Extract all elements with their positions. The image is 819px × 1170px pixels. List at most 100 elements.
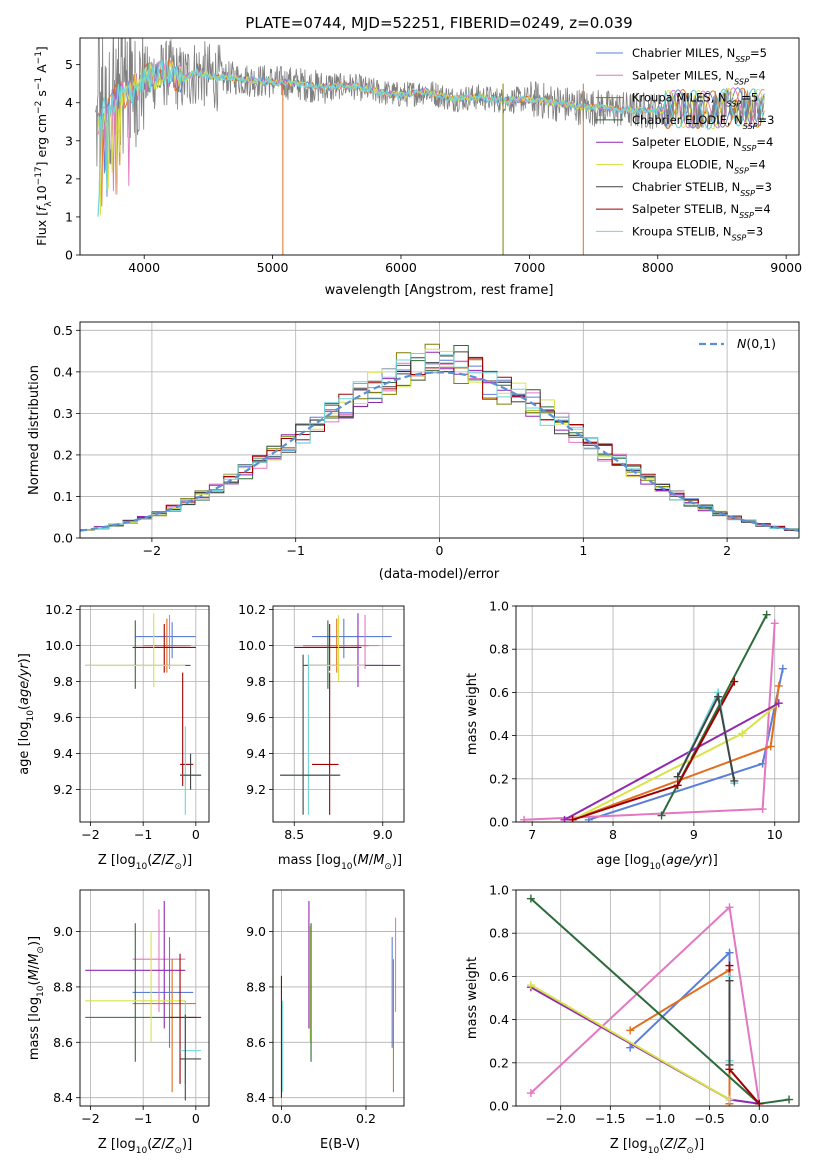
y-tick-label: 9.6 [246, 710, 266, 725]
x-tick-label: 7 [528, 827, 536, 842]
plot-area [520, 610, 787, 822]
label-part: Z [151, 853, 162, 868]
legend: N(0,1) [699, 336, 776, 351]
chart-mass_vs_ebv: 0.0 0.2 8.4 8.6 8.8 9.0 E(B-V) [246, 889, 405, 1152]
y-tick-label: 8.6 [246, 1035, 266, 1050]
label-part: / [369, 853, 374, 868]
legend-text: Salpeter STELIB, N [632, 202, 739, 216]
x-tick-label: 1 [579, 543, 587, 558]
label-part: Flux [ [34, 211, 49, 246]
weight-point [770, 619, 779, 628]
weight-line-kroupa_elodie [530, 984, 730, 1101]
x-tick-label: 2 [723, 543, 731, 558]
x-axis-label: (data-model)/error [379, 567, 500, 582]
y-tick-label: 0.6 [489, 969, 509, 984]
weight-point [785, 1095, 794, 1104]
x-tick-label: 0.0 [272, 1111, 292, 1126]
label-part: ⊙ [384, 862, 392, 872]
weight-point [725, 948, 734, 957]
label-part: 10 [34, 185, 49, 201]
y-tick-label: 10.2 [45, 602, 73, 617]
legend-text: Kroupa STELIB, N [632, 224, 732, 238]
label-part: Z [165, 1137, 176, 1152]
legend-text: Salpeter ELODIE, N [632, 135, 742, 149]
label-part: ( [147, 853, 152, 868]
label-part: ( [353, 853, 358, 868]
weight-point [560, 815, 569, 822]
label-part: mass [log [27, 997, 42, 1060]
legend-n: =4 [749, 68, 766, 82]
legend-entry: N(0,1) [737, 336, 776, 351]
y-tick-label: 9.2 [246, 782, 266, 797]
legend-sub: SSP [727, 99, 742, 108]
x-tick-label: −2.0 [546, 1111, 576, 1126]
weight-point [626, 1043, 635, 1052]
chart-age_vs_Z: −2 −1 09.29.49.69.810.010.2Z [log10(Z/Z⊙)]… [17, 602, 210, 872]
y-tick-label: 9.4 [53, 746, 73, 761]
weight-point [774, 699, 783, 708]
x-tick-label: 0.0 [749, 1111, 769, 1126]
legend-entry: Kroupa ELODIE, NSSP=4 [632, 158, 766, 176]
weight-point [526, 981, 535, 990]
label-part: Z [log [610, 1137, 648, 1152]
label-part: Z [log [98, 1137, 136, 1152]
legend-entry: Chabrier STELIB, NSSP=3 [632, 180, 772, 198]
y-tick-label: 0.3 [53, 406, 73, 421]
y-tick-label: 0.0 [489, 1099, 509, 1114]
weight-point [657, 811, 666, 820]
weight-point [730, 776, 739, 785]
x-tick-label: 8 [609, 827, 617, 842]
legend-n: =4 [754, 202, 771, 216]
y-axis-label: age [log10(age/yr)] [17, 653, 36, 775]
axes-frame [79, 321, 800, 539]
y-tick-label: 0.0 [53, 531, 73, 546]
label-part: A [34, 64, 49, 77]
y-tick-label: 8.4 [246, 1090, 266, 1105]
weight-line-orange [629, 968, 731, 1104]
weight-point [725, 1060, 734, 1069]
label-part: −1 [34, 51, 44, 64]
y-tick-label: 2 [65, 171, 73, 186]
figure-title: PLATE=0744, MJD=52251, FIBERID=0249, z=0… [245, 14, 632, 32]
weight-point [762, 610, 771, 619]
label-part: Z [log [98, 853, 136, 868]
label-part: / [161, 853, 166, 868]
label-part: 10 [26, 710, 36, 722]
y-tick-label: 4 [65, 95, 73, 110]
y-tick-label: 0.0 [489, 815, 509, 830]
legend-text: (0,1) [746, 336, 776, 351]
x-tick-label: −2 [81, 1111, 99, 1126]
label-part: ⊙ [174, 1146, 182, 1156]
x-axis-label: Z [log10(Z/Z⊙)] [98, 853, 192, 872]
label-part: )] [182, 853, 192, 868]
weight-point [725, 903, 734, 912]
legend-n: =4 [756, 135, 773, 149]
label-part: ] [34, 46, 49, 51]
label-part: M [27, 969, 42, 980]
weight-point [626, 1026, 635, 1035]
x-tick-label: 7000 [513, 260, 545, 275]
label-part: Z [165, 853, 176, 868]
y-tick-label: 9.0 [53, 924, 73, 939]
axes-frame [79, 37, 800, 256]
legend-sub: SSP [742, 144, 757, 153]
y-tick-label: 5 [65, 57, 73, 72]
legend-entry: Salpeter MILES, NSSP=4 [632, 68, 766, 86]
label-part: / [27, 964, 42, 969]
legend-n: =5 [750, 46, 767, 60]
legend-entry: Salpeter ELODIE, NSSP=4 [632, 135, 773, 153]
weight-point [725, 1095, 734, 1104]
axes-frame [79, 605, 210, 823]
legend-text: Salpeter MILES, N [632, 68, 734, 82]
label-part: λ [44, 201, 54, 207]
weight-point [730, 677, 739, 686]
data-spectrum-line [95, 38, 765, 169]
weight-point [758, 805, 767, 814]
weight-point [568, 815, 577, 822]
label-part: ( [27, 980, 42, 985]
legend-entry: Chabrier ELODIE, NSSP=3 [632, 113, 774, 130]
y-axis-label: Flux [fλ10−17] erg cm−2 s−1 A−1] [34, 46, 54, 246]
x-axis-label: age [log10(age/yr)] [596, 853, 718, 872]
